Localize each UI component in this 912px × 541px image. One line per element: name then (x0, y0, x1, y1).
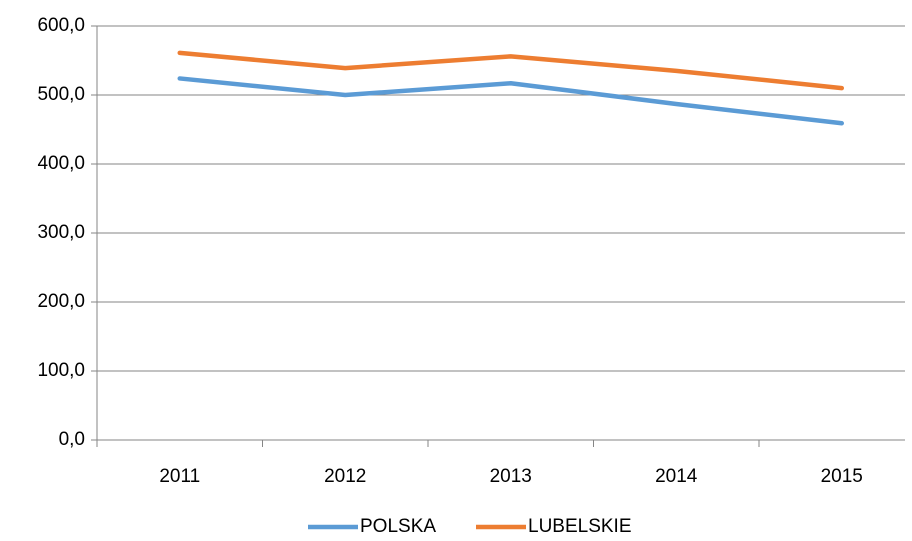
series-line (177, 50, 844, 91)
legend-label: LUBELSKIE (528, 516, 632, 537)
x-tick-label: 2011 (159, 466, 200, 487)
x-tick-label: 2013 (490, 466, 532, 487)
x-tick-label: 2015 (821, 466, 863, 487)
x-tick-label: 2012 (324, 466, 366, 487)
y-tick-label: 400,0 (37, 153, 85, 174)
series-line (177, 76, 844, 126)
y-tick-label: 600,0 (37, 15, 85, 36)
y-tick-label: 200,0 (37, 291, 85, 312)
y-tick-label: 100,0 (37, 360, 85, 381)
y-tick-label: 500,0 (37, 84, 85, 105)
x-tick-label: 2014 (655, 466, 698, 487)
y-tick-label: 300,0 (37, 222, 85, 243)
legend-label: POLSKA (360, 516, 436, 537)
y-tick-label: 0,0 (59, 429, 85, 450)
